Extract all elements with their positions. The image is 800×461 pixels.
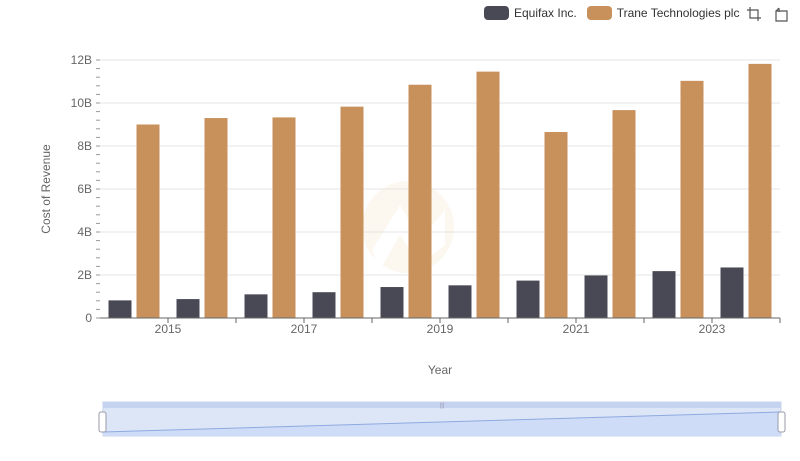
x-tick-label: 2023 — [699, 322, 726, 336]
zoom-grip[interactable]: ||| — [440, 403, 445, 409]
bar-equifax-2017[interactable] — [312, 292, 336, 318]
legend-label-trane: Trane Technologies plc — [616, 6, 740, 20]
y-axis-title: Cost of Revenue — [39, 144, 53, 234]
zoom-select-icon[interactable] — [746, 6, 762, 22]
x-tick-label: 2021 — [563, 322, 590, 336]
bar-trane-2016[interactable] — [272, 117, 296, 318]
legend-item-trane[interactable]: Trane Technologies plc — [586, 6, 740, 20]
bar-trane-2022[interactable] — [680, 80, 704, 318]
x-axis-title: Year — [428, 363, 452, 377]
bar-equifax-2023[interactable] — [720, 267, 744, 318]
legend-label-equifax: Equifax Inc. — [514, 6, 577, 20]
legend-swatch-equifax — [484, 6, 509, 20]
bar-trane-2023[interactable] — [748, 63, 772, 319]
x-tick-label: 2015 — [155, 322, 182, 336]
legend-swatch-trane — [586, 6, 612, 20]
bar-equifax-2018[interactable] — [380, 287, 404, 318]
y-tick-label: 10B — [71, 96, 92, 110]
data-zoom-slider[interactable]: ||| — [98, 401, 786, 437]
bar-trane-2017[interactable] — [340, 106, 364, 318]
bar-equifax-2016[interactable] — [244, 294, 268, 318]
zoom-handle-right[interactable] — [777, 411, 786, 433]
y-tick-label: 2B — [77, 268, 92, 282]
bar-equifax-2015[interactable] — [176, 299, 200, 318]
y-tick-label: 6B — [77, 182, 92, 196]
legend: Equifax Inc. Trane Technologies plc — [484, 4, 749, 22]
zoom-top-bar[interactable] — [103, 402, 781, 408]
x-axis-ticks: 2015 2017 2019 2021 2023 — [155, 318, 781, 336]
bar-trane-2020[interactable] — [544, 132, 568, 318]
bars — [108, 63, 772, 319]
x-tick-label: 2017 — [291, 322, 318, 336]
y-tick-label: 12B — [71, 53, 92, 67]
bar-equifax-2022[interactable] — [652, 271, 676, 318]
legend-item-equifax[interactable]: Equifax Inc. — [484, 6, 577, 20]
bar-equifax-2021[interactable] — [584, 275, 608, 318]
y-tick-label: 0 — [85, 311, 92, 325]
zoom-preview-area — [103, 412, 781, 436]
bar-equifax-2014[interactable] — [108, 300, 132, 318]
zoom-handle-left[interactable] — [98, 411, 107, 433]
y-tick-label: 4B — [77, 225, 92, 239]
y-tick-label: 8B — [77, 139, 92, 153]
y-axis-ticks: 0 2B 4B 6B 8B 10B 12B — [71, 53, 100, 325]
bar-trane-2019[interactable] — [476, 71, 500, 318]
bar-equifax-2020[interactable] — [516, 280, 540, 318]
bar-trane-2014[interactable] — [136, 124, 160, 319]
watermark-logo — [362, 181, 454, 273]
zoom-reset-icon[interactable] — [773, 6, 789, 22]
x-tick-label: 2019 — [427, 322, 454, 336]
bar-trane-2015[interactable] — [204, 118, 228, 318]
zoom-preview-line — [102, 411, 782, 433]
bar-equifax-2019[interactable] — [448, 285, 472, 318]
bar-trane-2018[interactable] — [408, 84, 432, 318]
bar-trane-2021[interactable] — [612, 110, 636, 318]
